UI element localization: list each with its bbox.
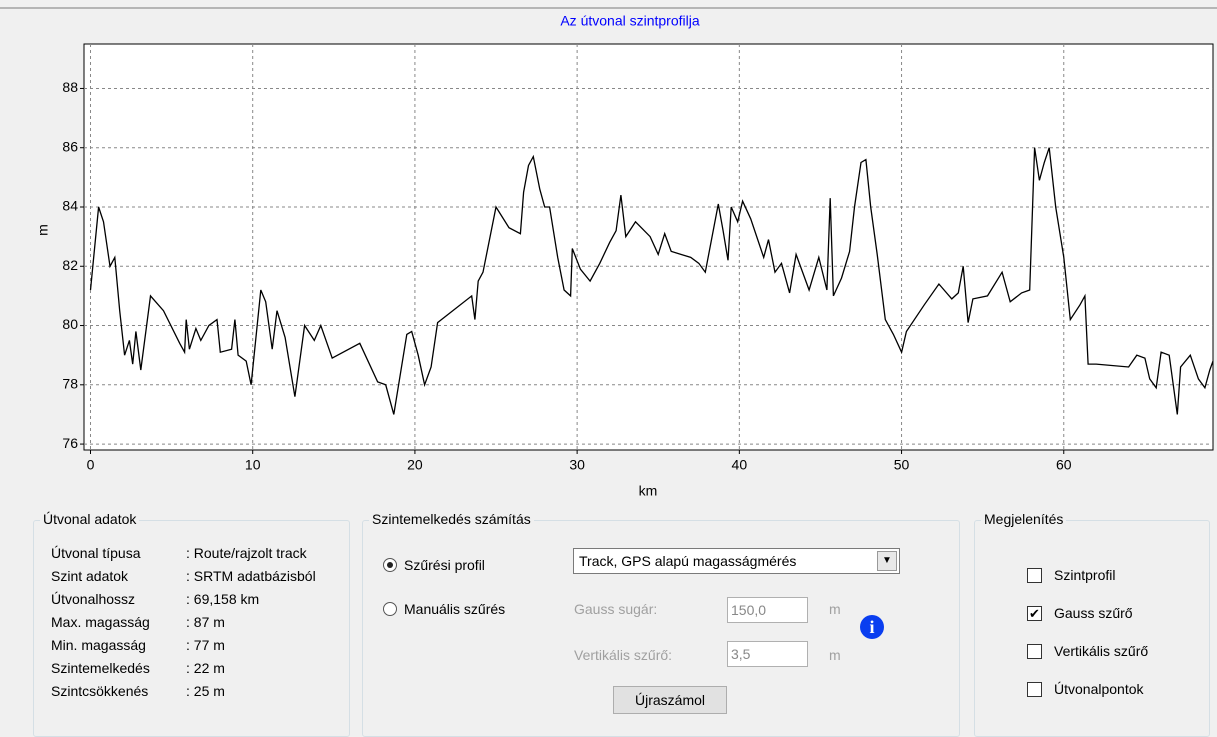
group-title: Szintemelkedés számítás: [369, 511, 534, 527]
row-value: : 69,158 km: [186, 591, 260, 607]
radio-label: Szűrési profil: [404, 557, 485, 573]
group-title: Megjelenítés: [981, 511, 1067, 527]
y-tick-label: 80: [62, 316, 78, 332]
radio-button[interactable]: [383, 602, 397, 616]
x-tick-label: 0: [87, 457, 95, 473]
y-axis-label: m: [35, 224, 51, 236]
checkbox-label: Szintprofil: [1054, 567, 1116, 583]
x-tick-label: 20: [407, 457, 423, 473]
dropdown-arrow[interactable]: ▼: [877, 551, 897, 571]
vert-value: 3,5: [731, 646, 751, 662]
row-label: Min. magasság: [51, 637, 146, 653]
recalc-button[interactable]: Újraszámol: [613, 686, 727, 714]
checkbox[interactable]: [1027, 644, 1042, 659]
calc-panel: Szintemelkedés számítás Szűrési profil Ma…: [362, 511, 960, 737]
display-panel: Megjelenítés Szintprofil ✔ Gauss szűrő Vert…: [974, 511, 1210, 737]
route-panel: Útvonal adatok Útvonal típusa : Route/raj…: [33, 511, 350, 737]
gauss-value: 150,0: [731, 602, 767, 618]
row-label: Szintemelkedés: [51, 660, 150, 676]
x-tick-label: 50: [894, 457, 910, 473]
row-value: : 25 m: [186, 683, 225, 699]
x-tick-label: 40: [732, 457, 748, 473]
gauss-label: Gauss sugár:: [574, 601, 658, 617]
row-label: Útvonal típusa: [51, 545, 141, 561]
vert-label: Vertikális szűrő:: [574, 647, 673, 663]
y-tick-label: 86: [62, 138, 78, 154]
row-value: : 87 m: [186, 614, 225, 630]
profile-dropdown[interactable]: Track, GPS alapú magasságmérés ▼: [573, 548, 900, 574]
row-label: Szintcsökkenés: [51, 683, 149, 699]
checkbox-label: Útvonalpontok: [1054, 681, 1144, 697]
row-label: Útvonalhossz: [51, 591, 136, 607]
y-tick-label: 82: [62, 257, 78, 273]
elevation-line: [89, 147, 1214, 415]
radio-button[interactable]: [383, 558, 397, 572]
checkbox[interactable]: [1027, 682, 1042, 697]
y-tick-label: 76: [62, 435, 78, 451]
x-tick-label: 10: [245, 457, 261, 473]
y-tick-label: 84: [62, 198, 78, 214]
checkbox-label: Gauss szűrő: [1054, 605, 1133, 621]
row-value: : Route/rajzolt track: [186, 545, 307, 561]
vert-unit: m: [829, 647, 841, 663]
checkbox-label: Vertikális szűrő: [1054, 643, 1149, 659]
vert-input[interactable]: 3,5: [727, 641, 808, 667]
x-tick-label: 30: [569, 457, 585, 473]
group-title: Útvonal adatok: [40, 511, 140, 527]
y-tick-label: 78: [62, 376, 78, 392]
gauss-input[interactable]: 150,0: [727, 597, 808, 623]
button-label: Újraszámol: [634, 692, 705, 708]
checkbox[interactable]: ✔: [1027, 606, 1042, 621]
y-tick-label: 88: [62, 79, 78, 95]
row-value: : 22 m: [186, 660, 225, 676]
checkbox[interactable]: [1027, 568, 1042, 583]
dropdown-text: Track, GPS alapú magasságmérés: [579, 553, 797, 569]
chart: Az útvonal szintprofilja m km 76 78 80 82 84…: [0, 7, 1217, 499]
row-label: Szint adatok: [51, 568, 129, 584]
row-value: : 77 m: [186, 637, 225, 653]
row-label: Max. magasság: [51, 614, 150, 630]
row-value: : SRTM adatbázisból: [186, 568, 316, 584]
x-tick-label: 60: [1056, 457, 1072, 473]
info-icon[interactable]: i: [860, 615, 884, 639]
radio-label: Manuális szűrés: [404, 601, 506, 617]
x-axis-label: km: [639, 483, 658, 499]
chart-title: Az útvonal szintprofilja: [560, 13, 700, 29]
gauss-unit: m: [829, 601, 841, 617]
plot-area: [83, 43, 1214, 451]
